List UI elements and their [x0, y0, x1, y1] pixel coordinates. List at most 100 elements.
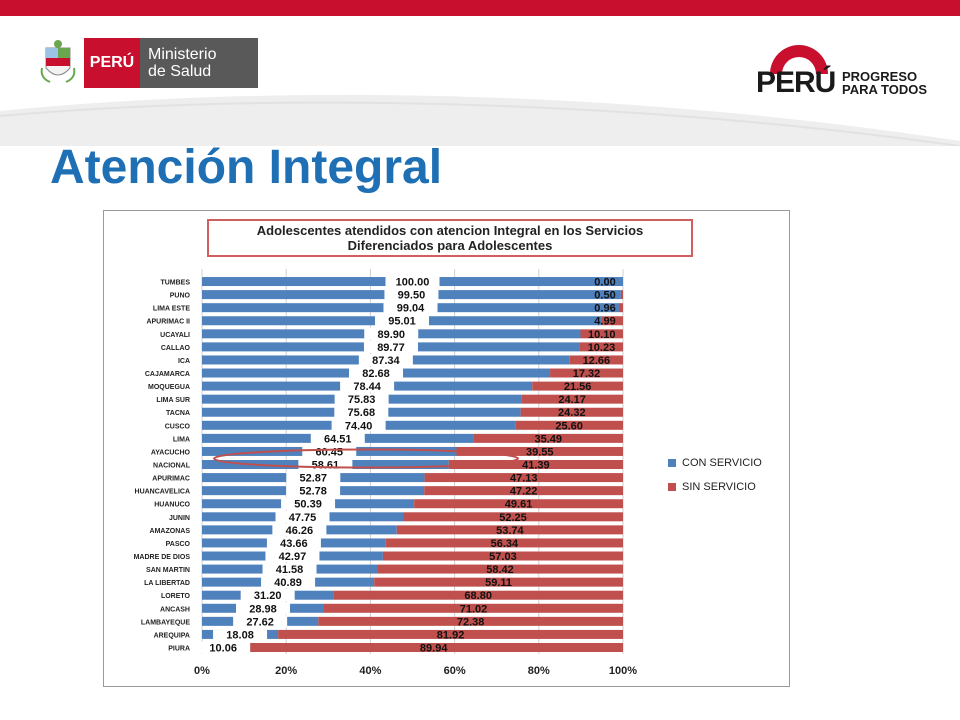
data-label-con-servicio: 50.39 [294, 499, 322, 511]
category-label: LIMA ESTE [153, 306, 190, 313]
bar-sin-servicio [473, 433, 623, 443]
category-label: PIURA [168, 645, 190, 652]
header-swoosh [0, 94, 960, 146]
data-label-con-servicio: 87.34 [372, 355, 400, 367]
data-label-con-servicio: 47.75 [289, 512, 317, 524]
data-label-sin-servicio: 35.49 [535, 433, 563, 445]
bar-sin-servicio [580, 329, 623, 339]
data-label-bg-con-servicio [383, 301, 438, 314]
x-tick-label: 20% [275, 665, 297, 677]
data-label-sin-servicio: 39.55 [526, 446, 554, 458]
data-label-con-servicio: 40.89 [274, 577, 302, 589]
data-label-bg-con-servicio [272, 523, 327, 536]
data-label-bg-con-servicio [266, 536, 321, 549]
data-label-sin-servicio: 56.34 [491, 538, 519, 550]
bar-sin-servicio [244, 642, 623, 652]
data-label-con-servicio: 100.00 [396, 277, 430, 289]
data-label-sin-servicio: 58.42 [486, 564, 514, 576]
data-label-con-servicio: 52.78 [299, 486, 327, 498]
category-label: LORETO [161, 593, 191, 600]
data-label-sin-servicio: 89.94 [420, 642, 448, 654]
data-label-bg-con-servicio [340, 380, 395, 393]
data-label-bg-con-servicio [196, 641, 251, 654]
data-label-con-servicio: 99.04 [397, 303, 425, 315]
data-label-sin-servicio: 24.32 [558, 407, 586, 419]
data-label-sin-servicio: 57.03 [489, 551, 517, 563]
data-label-bg-con-servicio [349, 367, 404, 380]
category-label: NACIONAL [153, 463, 191, 470]
data-label-sin-servicio: 41.39 [522, 460, 550, 472]
bar-sin-servicio [618, 303, 623, 313]
data-label-con-servicio: 28.98 [249, 603, 277, 615]
brand-country: PERÚ [756, 66, 836, 99]
data-label-sin-servicio: 24.17 [558, 394, 586, 406]
category-label: ANCASH [160, 606, 190, 613]
peru-progreso-logo: PERÚ PROGRESO PARA TODOS [756, 36, 927, 99]
category-label: CALLAO [161, 345, 191, 352]
brand-slogan-line2: PARA TODOS [842, 82, 927, 97]
minsa-name-line1: Ministerio [148, 46, 217, 63]
bar-sin-servicio [414, 499, 623, 509]
data-label-con-servicio: 43.66 [280, 538, 308, 550]
data-label-sin-servicio: 10.23 [588, 342, 616, 354]
data-label-bg-con-servicio [331, 419, 386, 432]
stacked-bar-chart: Adolescentes atendidos con atencion Inte… [103, 210, 790, 687]
category-label: CUSCO [165, 423, 191, 430]
bar-sin-servicio [318, 616, 623, 626]
category-label: JUNIN [169, 515, 190, 522]
chart-title-line2: Diferenciados para Adolescentes [347, 238, 553, 253]
data-label-con-servicio: 89.77 [377, 342, 405, 354]
data-label-bg-con-servicio [286, 484, 341, 497]
data-label-sin-servicio: 47.13 [510, 473, 538, 485]
data-label-bg-con-servicio [236, 602, 291, 615]
data-label-sin-servicio: 0.00 [594, 277, 615, 289]
data-label-bg-con-servicio [358, 353, 413, 366]
legend-label-con-servicio: CON SERVICIO [682, 457, 762, 469]
data-label-sin-servicio: 53.74 [496, 525, 524, 537]
category-label: MOQUEGUA [148, 384, 190, 391]
legend-label-sin-servicio: SIN SERVICIO [682, 481, 756, 493]
category-label: LIMA SUR [156, 397, 190, 404]
legend-swatch-sin-servicio [668, 483, 676, 491]
data-label-bg-con-servicio [262, 563, 317, 576]
data-label-bg-con-servicio [310, 432, 365, 445]
data-label-con-servicio: 27.62 [246, 616, 274, 628]
bar-sin-servicio [424, 486, 623, 496]
data-label-con-servicio: 41.58 [276, 564, 304, 576]
data-label-bg-con-servicio [363, 340, 418, 353]
category-label: ICA [178, 358, 190, 365]
data-label-sin-servicio: 49.61 [505, 499, 533, 511]
data-label-sin-servicio: 47.22 [510, 486, 538, 498]
category-label: HUANUCO [154, 502, 190, 509]
data-label-sin-servicio: 59.11 [485, 577, 512, 589]
data-label-con-servicio: 42.97 [279, 551, 307, 563]
data-label-bg-con-servicio [374, 314, 429, 327]
data-label-sin-servicio: 25.60 [555, 420, 583, 432]
bar-sin-servicio [550, 368, 623, 378]
bar-sin-servicio [620, 290, 623, 300]
data-label-bg-con-servicio [240, 589, 295, 602]
brand-slogan: PROGRESO PARA TODOS [842, 70, 932, 96]
data-label-con-servicio: 89.90 [377, 329, 405, 341]
data-label-sin-servicio: 12.66 [583, 355, 611, 367]
x-tick-label: 0% [194, 665, 210, 677]
data-label-con-servicio: 64.51 [324, 433, 352, 445]
bar-sin-servicio [278, 629, 623, 639]
category-label: TACNA [166, 410, 190, 417]
bar-sin-servicio [532, 381, 623, 391]
data-label-sin-servicio: 68.80 [464, 590, 492, 602]
legend-item-con-servicio: CON SERVICIO [668, 451, 762, 475]
bar-sin-servicio [396, 525, 623, 535]
data-label-con-servicio: 78.44 [353, 381, 381, 393]
data-label-con-servicio: 58.61 [312, 460, 340, 472]
minsa-logo: PERÚ Ministerio de Salud [38, 38, 258, 88]
bar-sin-servicio [424, 473, 623, 483]
data-label-sin-servicio: 0.96 [594, 303, 615, 315]
data-label-sin-servicio: 0.50 [594, 290, 615, 302]
data-label-sin-servicio: 10.10 [588, 329, 616, 341]
data-label-con-servicio: 10.06 [209, 642, 237, 654]
data-label-sin-servicio: 71.02 [460, 603, 488, 615]
category-label: AYACUCHO [151, 449, 191, 456]
data-label-con-servicio: 31.20 [254, 590, 282, 602]
category-label: HUANCAVELICA [135, 489, 190, 496]
